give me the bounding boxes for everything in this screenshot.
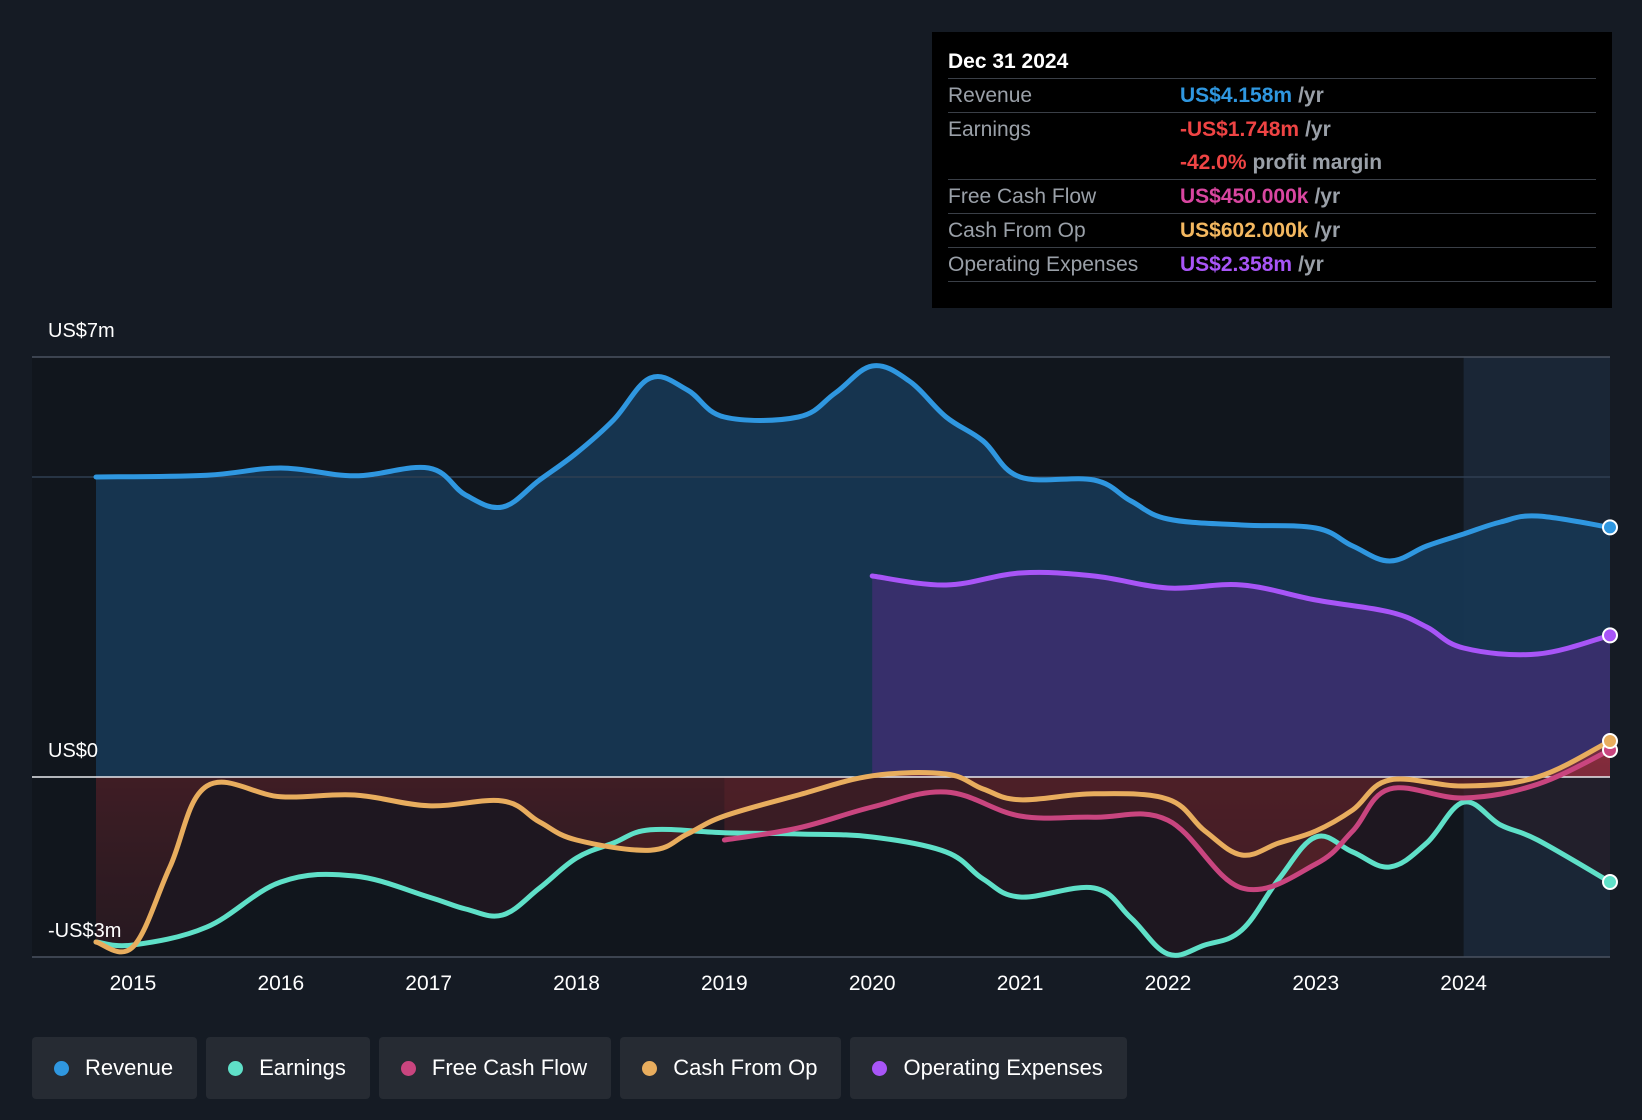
tooltip-label (948, 146, 1180, 179)
tooltip-value: US$602.000k (1180, 219, 1309, 242)
y-label-bottom: -US$3m (48, 920, 122, 942)
x-tick-label: 2018 (553, 972, 600, 995)
legend-operating-expenses[interactable]: Operating Expenses (850, 1037, 1127, 1099)
tooltip-label: Revenue (948, 84, 1033, 107)
tooltip-unit: /yr (1305, 118, 1331, 141)
legend-free-cash-flow[interactable]: Free Cash Flow (378, 1037, 612, 1099)
tooltip: Dec 31 2024 Revenue US$4.158m /yr Earnin… (932, 32, 1612, 308)
x-tick-label: 2015 (110, 972, 157, 995)
tooltip-value: US$450.000k (1180, 185, 1309, 208)
tooltip-row-opex: Operating Expenses US$2.358m /yr (948, 248, 1596, 282)
revenue-end-point (1602, 519, 1618, 536)
tooltip-unit: /yr (1298, 253, 1324, 276)
tooltip-unit: /yr (1298, 84, 1324, 107)
y-label-zero: US$0 (48, 740, 99, 762)
tooltip-row-earnings: Earnings -US$1.748m /yr (948, 113, 1596, 146)
tooltip-unit: profit margin (1252, 151, 1383, 174)
legend: Revenue Earnings Free Cash Flow Cash Fro… (32, 1037, 1127, 1099)
tooltip-value: -US$1.748m (1180, 118, 1300, 141)
tooltip-value: US$2.358m (1180, 253, 1293, 276)
tooltip-row-margin: -42.0% profit margin (948, 146, 1596, 180)
legend-dot-icon (400, 1060, 416, 1076)
x-tick-label: 2020 (849, 972, 896, 995)
cash-from-op-end-point (1602, 733, 1618, 749)
legend-label: Revenue (85, 1055, 174, 1080)
legend-label: Operating Expenses (903, 1055, 1103, 1080)
tooltip-date: Dec 31 2024 (948, 46, 1596, 79)
y-label-top: US$7m (48, 320, 115, 342)
legend-label: Free Cash Flow (431, 1055, 588, 1080)
x-tick-label: 2024 (1440, 972, 1487, 995)
legend-label: Cash From Op (673, 1055, 818, 1080)
legend-earnings[interactable]: Earnings (206, 1037, 370, 1099)
tooltip-label: Cash From Op (948, 219, 1086, 242)
earnings-end-point (1602, 874, 1618, 890)
tooltip-row-fcf: Free Cash Flow US$450.000k /yr (948, 180, 1596, 214)
legend-dot-icon (642, 1060, 658, 1076)
operating-expenses-line (869, 569, 1613, 658)
operating-expenses-area (872, 572, 1610, 777)
legend-cash-from-op[interactable]: Cash From Op (620, 1037, 842, 1099)
operating-expenses-end-point (1602, 627, 1618, 644)
x-tick-label: 2023 (1292, 972, 1339, 995)
tooltip-unit: /yr (1314, 185, 1341, 208)
legend-dot-icon (228, 1060, 244, 1076)
legend-dot-icon (54, 1060, 69, 1076)
tooltip-label: Earnings (948, 118, 1031, 141)
tooltip-label: Free Cash Flow (948, 185, 1097, 208)
x-tick-label: 2016 (257, 972, 304, 995)
revenue-line (93, 363, 1613, 564)
cash-from-op-line (93, 738, 1613, 955)
x-tick-label: 2017 (405, 972, 452, 995)
tooltip-unit: /yr (1314, 219, 1341, 242)
tooltip-value: US$4.158m (1180, 84, 1293, 107)
legend-label: Earnings (259, 1055, 346, 1080)
legend-revenue[interactable]: Revenue (32, 1037, 198, 1099)
tooltip-row-revenue: Revenue US$4.158m /yr (948, 79, 1596, 113)
x-tick-label: 2019 (701, 972, 748, 995)
tooltip-label: Operating Expenses (948, 253, 1139, 276)
legend-dot-icon (872, 1060, 888, 1076)
earnings-line (93, 799, 1613, 958)
tooltip-row-cfo: Cash From Op US$602.000k /yr (948, 214, 1596, 248)
tooltip-value: -42.0% (1180, 151, 1247, 174)
x-tick-label: 2021 (997, 972, 1044, 995)
x-tick-label: 2022 (1145, 972, 1192, 995)
free-cash-flow-line (721, 747, 1613, 893)
